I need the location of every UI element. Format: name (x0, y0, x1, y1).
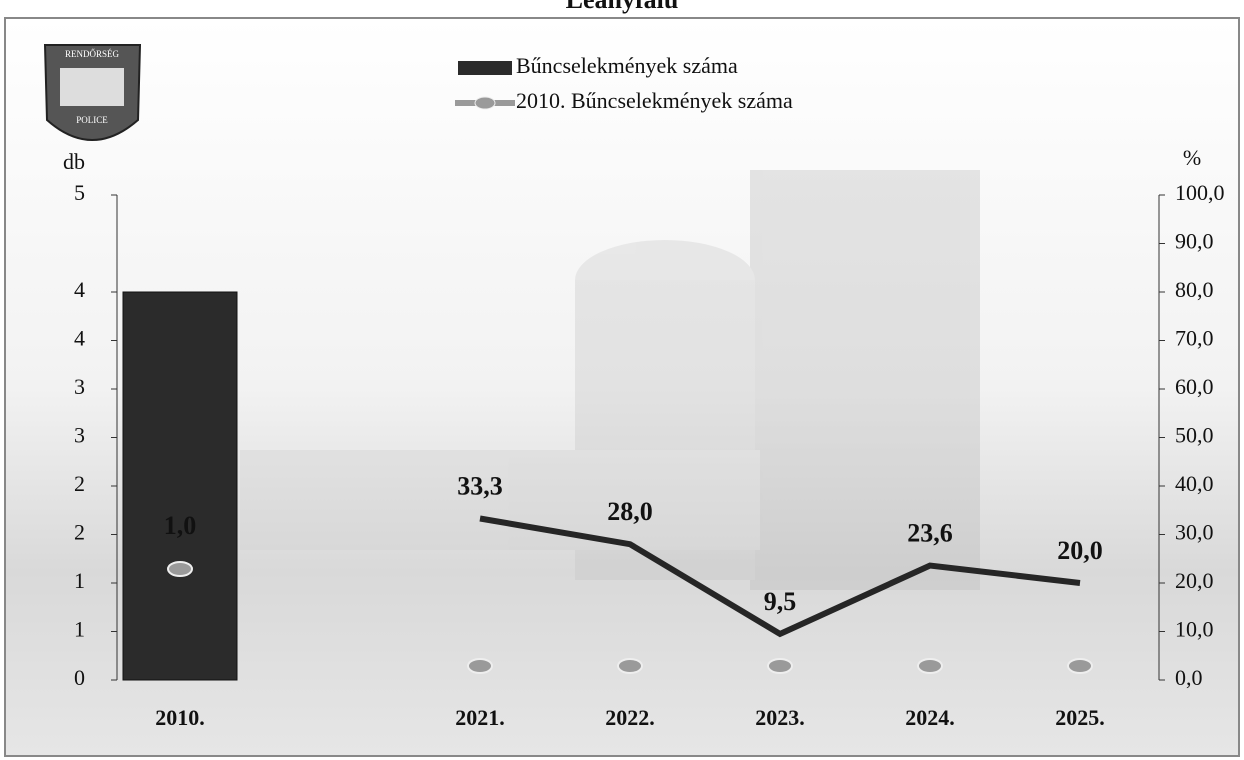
marker (467, 658, 493, 674)
marker (767, 658, 793, 674)
data-label: 23,6 (907, 519, 953, 548)
data-label: 33,3 (457, 471, 503, 500)
x-tick-label: 2022. (605, 705, 655, 730)
line (479, 515, 1081, 638)
y2-tick-label: 50,0 (1175, 423, 1214, 448)
y2-tick-label: 60,0 (1175, 374, 1214, 399)
y-tick-label: 0 (74, 665, 85, 690)
y2-tick-label: 20,0 (1175, 568, 1214, 593)
y-tick-label: 4 (74, 326, 85, 351)
y-tick-label: 3 (74, 374, 85, 399)
y-tick-label: 2 (74, 471, 85, 496)
data-label: 9,5 (764, 587, 797, 616)
x-tick-label: 2025. (1055, 705, 1105, 730)
legend-swatch (458, 61, 512, 75)
marker (167, 561, 193, 577)
y2-tick-label: 90,0 (1175, 229, 1214, 254)
x-tick-label: 2010. (155, 705, 205, 730)
data-label: 28,0 (607, 497, 653, 526)
marker (617, 658, 643, 674)
y-tick-label: 1 (74, 617, 85, 642)
y2-axis-label: % (1183, 145, 1201, 170)
building (240, 170, 980, 590)
marker (917, 658, 943, 674)
logo-text: RENDŐRSÉG (65, 49, 120, 59)
y-tick-label: 2 (74, 520, 85, 545)
bar (122, 291, 238, 681)
y-tick-label: 3 (74, 423, 85, 448)
y2-tick-label: 70,0 (1175, 326, 1214, 351)
y2-tick-label: 10,0 (1175, 617, 1214, 642)
chart-title: Leányfalu (566, 0, 679, 14)
y-tick-label: 4 (74, 277, 85, 302)
y2-tick-label: 30,0 (1175, 520, 1214, 545)
legend-swatch (474, 96, 496, 110)
data-label: 1,0 (164, 511, 197, 540)
y-tick-label: 1 (74, 568, 85, 593)
x-tick-label: 2021. (455, 705, 505, 730)
data-label: 20,0 (1057, 536, 1103, 565)
legend-label: Bűncselekmények száma (516, 53, 738, 78)
y-axis-label: db (63, 149, 85, 174)
marker (1067, 658, 1093, 674)
y2-tick-label: 100,0 (1175, 180, 1225, 205)
y2-tick-label: 40,0 (1175, 471, 1214, 496)
logo: RENDŐRSÉG POLICE (43, 44, 142, 141)
y2-tick-label: 80,0 (1175, 277, 1214, 302)
y-tick-label: 5 (74, 180, 85, 205)
legend-label: 2010. Bűncselekmények száma (516, 88, 793, 113)
x-tick-label: 2024. (905, 705, 955, 730)
y2-tick-label: 0,0 (1175, 665, 1203, 690)
x-tick-label: 2023. (755, 705, 805, 730)
logo-text: POLICE (76, 115, 108, 125)
